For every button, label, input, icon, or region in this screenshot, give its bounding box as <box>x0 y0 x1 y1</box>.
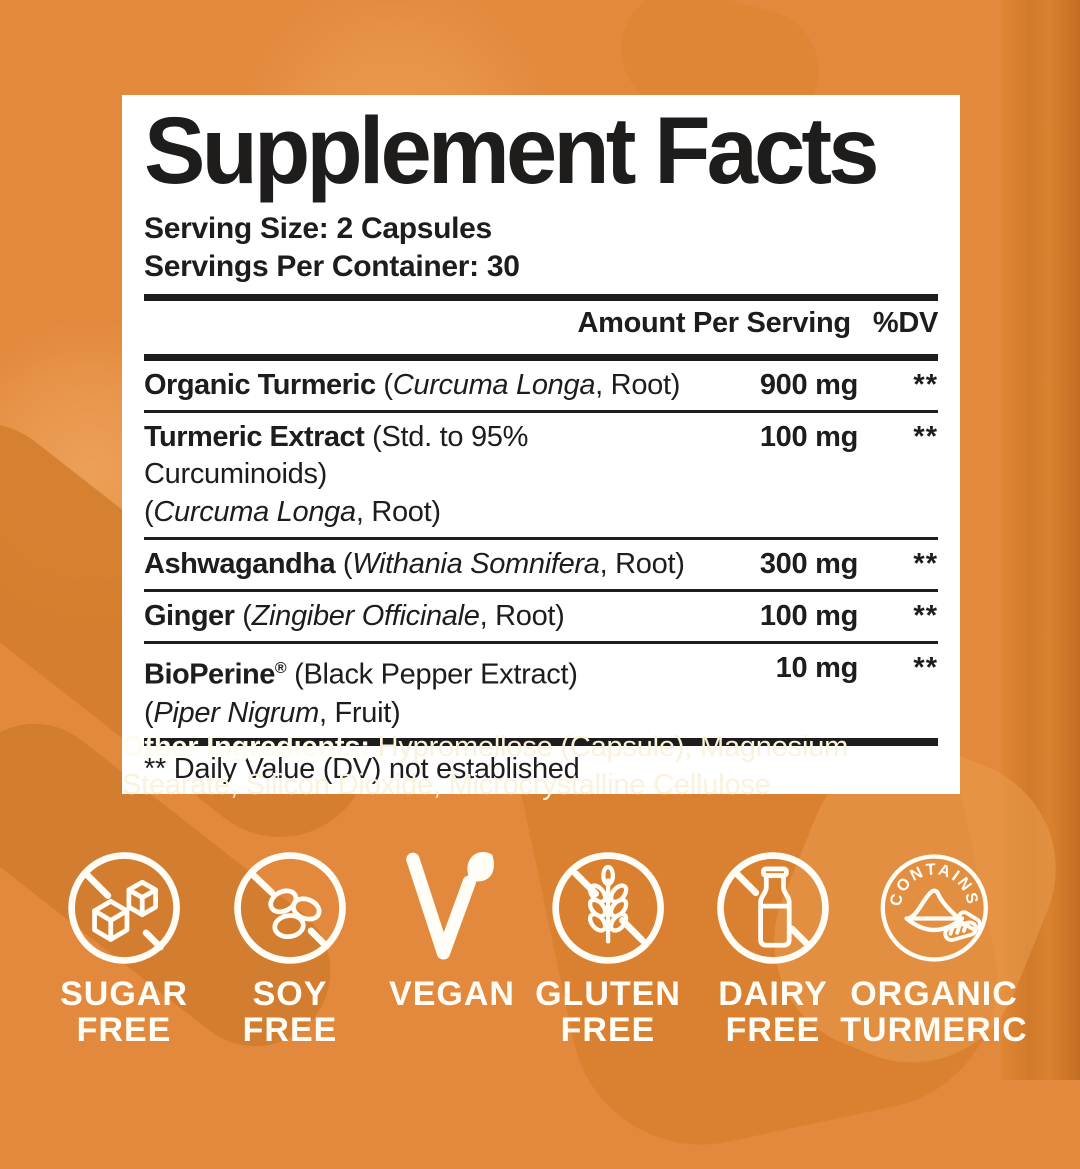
vegan-icon <box>406 851 494 960</box>
divider-hairline <box>144 536 938 540</box>
soy-free-icon <box>234 852 346 964</box>
divider-thick <box>144 737 938 746</box>
amount-value: 900 mg <box>759 368 858 401</box>
amount-value: 10 mg <box>775 651 859 684</box>
dairy-free-icon <box>717 852 829 964</box>
badge-label-line1: VEGAN <box>389 975 515 1013</box>
other-ingredients-text: Hypromellose (Capsule), Magnesium Steara… <box>122 731 849 801</box>
badge-label-line2: FREE <box>725 1011 821 1049</box>
divider-hairline <box>144 409 938 413</box>
table-row: Ginger (Zingiber Officinale, Root) 100 m… <box>144 592 938 641</box>
dv-value: ** <box>913 368 938 401</box>
other-ingredients-label: Other Ingredients: <box>122 731 370 763</box>
dv-value: ** <box>913 547 938 580</box>
divider-hairline <box>144 588 938 592</box>
divider-thick <box>144 353 938 361</box>
header-dv: %DV <box>872 306 938 339</box>
header-amount-per-serving: Amount Per Serving <box>577 306 851 339</box>
badge-label-line1: ORGANIC <box>850 975 1018 1013</box>
table-row: Organic Turmeric (Curcuma Longa, Root) 9… <box>144 361 938 410</box>
dv-value: ** <box>913 420 938 453</box>
badge-label-line1: SOY <box>252 975 328 1013</box>
dv-value: ** <box>913 651 938 684</box>
supplement-facts-panel: Supplement Facts Serving Size: 2 Capsule… <box>122 95 960 794</box>
badge-label-line2: FREE <box>560 1011 656 1049</box>
badge-label-line1: GLUTEN <box>535 975 681 1013</box>
organic-turmeric-icon: CONTAINS <box>880 854 988 962</box>
amount-value: 100 mg <box>759 599 858 632</box>
table-row: Turmeric Extract (Std. to 95% Curcuminoi… <box>144 420 938 528</box>
badge-sugar-free: SUGAR FREE <box>60 846 188 1048</box>
badge-label-line2: TURMERIC <box>840 1011 1028 1049</box>
badge-dairy-free: DAIRY FREE <box>711 846 835 1048</box>
other-ingredients: Other Ingredients: Hypromellose (Capsule… <box>122 728 892 804</box>
badge-label-line2: FREE <box>76 1011 172 1049</box>
badge-label-line2: FREE <box>242 1011 338 1049</box>
dv-value: ** <box>913 599 938 632</box>
dv-footnote: ** Daily Value (DV) not established <box>144 752 580 785</box>
badge-label-line1: SUGAR <box>60 975 188 1013</box>
serving-size: Serving Size: 2 Capsules <box>144 211 492 245</box>
amount-value: 300 mg <box>759 547 858 580</box>
table-row: BioPerine® (Black Pepper Extract) (Piper… <box>144 651 938 729</box>
badge-soy-free: SOY FREE <box>228 846 352 1048</box>
amount-value: 100 mg <box>759 420 858 453</box>
panel-title: Supplement Facts <box>144 98 879 204</box>
sugar-free-icon <box>68 852 180 964</box>
badge-row: SUGAR FREE SOY FREE VEGAN <box>0 846 1080 1076</box>
badge-gluten-free: GLUTEN FREE <box>535 846 681 1048</box>
badge-vegan: VEGAN <box>389 846 515 1012</box>
divider-thick <box>144 293 938 301</box>
servings-per-container: Servings Per Container: 30 <box>144 249 520 283</box>
badge-organic-turmeric: CONTAINS ORGANIC TURMERIC <box>840 846 1027 1048</box>
table-row: Ashwagandha (Withania Somnifera, Root) 3… <box>144 540 938 589</box>
badge-label-line1: DAIRY <box>718 975 828 1013</box>
gluten-free-icon <box>552 852 664 964</box>
divider-hairline <box>144 640 938 644</box>
